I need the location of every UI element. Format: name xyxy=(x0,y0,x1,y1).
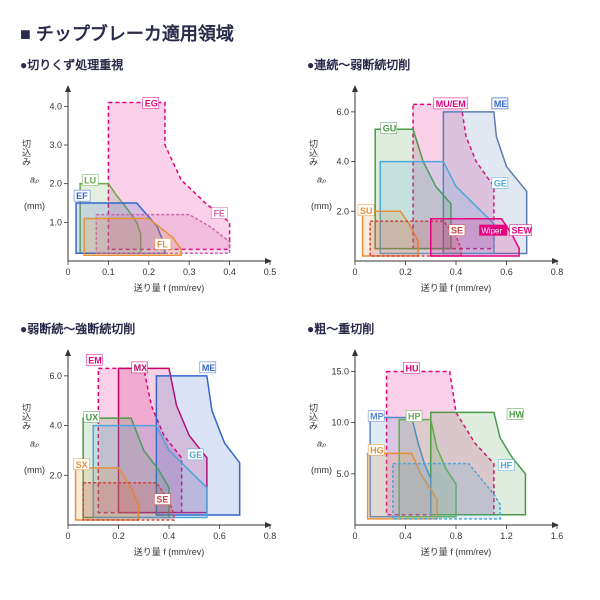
svg-text:6.0: 6.0 xyxy=(49,371,62,381)
region-label-GE: GE xyxy=(189,450,202,460)
chart-1: ●切りくず処理重視 EG LU EF FE FL 0 0.1 0.2 0.3 0.4 0.5 1.0 2… xyxy=(20,56,293,302)
main-title: ■ チップブレーカ適用領域 xyxy=(20,20,580,46)
region-label-HU: HU xyxy=(406,363,419,373)
svg-text:5.0: 5.0 xyxy=(336,469,349,479)
y-axis-label: 切込み xyxy=(308,403,318,430)
svg-text:1.0: 1.0 xyxy=(49,217,62,227)
region-label-UX: UX xyxy=(86,413,99,423)
svg-text:0: 0 xyxy=(352,267,357,277)
svg-text:0: 0 xyxy=(65,267,70,277)
svg-text:aₚ: aₚ xyxy=(317,439,326,449)
svg-text:(mm): (mm) xyxy=(24,201,45,211)
charts-grid: ●切りくず処理重視 EG LU EF FE FL 0 0.1 0.2 0.3 0.4 0.5 1.0 2… xyxy=(20,56,580,566)
x-axis-label: 送り量 f (mm/rev) xyxy=(421,282,492,293)
region-label-ME: ME xyxy=(202,363,216,373)
x-axis-label: 送り量 f (mm/rev) xyxy=(134,546,205,557)
region-label-SX: SX xyxy=(76,460,88,470)
region-label-GU: GU xyxy=(383,124,397,134)
region-label-MU/EM: MU/EM xyxy=(436,99,466,109)
chart-3-svg: EM MX ME UX GE SX SE 0 0.2 0.4 0.6 0.8 2.0 4.0 6.0 送り量 … xyxy=(20,341,280,561)
region-label-SEW: SEW xyxy=(512,226,533,236)
svg-text:0.2: 0.2 xyxy=(143,267,156,277)
svg-text:0: 0 xyxy=(352,531,357,541)
chart-2: ●連続～弱断続切削 MU/EM ME GU GE SU SE SEW Wiper 0 0.2 0.4… xyxy=(307,56,580,302)
region-label-LU: LU xyxy=(84,176,96,186)
region-label-FL: FL xyxy=(157,239,168,249)
region-SEW xyxy=(431,219,519,256)
y-axis-label: 切込み xyxy=(21,403,31,430)
svg-text:0.4: 0.4 xyxy=(399,531,412,541)
svg-text:0.4: 0.4 xyxy=(450,267,463,277)
svg-text:0.1: 0.1 xyxy=(102,267,115,277)
svg-text:0.2: 0.2 xyxy=(112,531,125,541)
region-label-EG: EG xyxy=(145,98,158,108)
svg-text:0.8: 0.8 xyxy=(264,531,277,541)
chart-3-subtitle: ●弱断続～強断続切削 xyxy=(20,320,293,337)
svg-text:0.4: 0.4 xyxy=(163,531,176,541)
svg-text:0.8: 0.8 xyxy=(551,267,564,277)
region-label-SE: SE xyxy=(451,226,463,236)
region-label-HG: HG xyxy=(370,445,384,455)
region-label-SE: SE xyxy=(156,495,168,505)
y-axis-label: 切込み xyxy=(308,139,318,166)
region-label-MP: MP xyxy=(370,412,384,422)
chart-4: ●粗～重切削 HU HW MP HP HG HF 0 0.4 0.8 1.2 1.6 5.0 10.0 1… xyxy=(307,320,580,566)
svg-text:ME: ME xyxy=(494,99,508,109)
svg-text:4.0: 4.0 xyxy=(49,421,62,431)
svg-text:Wiper: Wiper xyxy=(481,227,502,236)
svg-text:(mm): (mm) xyxy=(24,465,45,475)
svg-text:0.8: 0.8 xyxy=(450,531,463,541)
svg-text:0.4: 0.4 xyxy=(223,267,236,277)
svg-text:3.0: 3.0 xyxy=(49,140,62,150)
svg-text:0.2: 0.2 xyxy=(399,267,412,277)
chart-2-svg: MU/EM ME GU GE SU SE SEW Wiper 0 0.2 0.4 0.6 0.8 2.0 4… xyxy=(307,77,567,297)
x-axis-label: 送り量 f (mm/rev) xyxy=(134,282,205,293)
svg-text:0: 0 xyxy=(65,531,70,541)
svg-text:aₚ: aₚ xyxy=(317,175,326,185)
svg-text:15.0: 15.0 xyxy=(331,366,349,376)
region-label-EM: EM xyxy=(88,355,102,365)
chart-1-svg: EG LU EF FE FL 0 0.1 0.2 0.3 0.4 0.5 1.0 2.0 3.0 4.0 送り… xyxy=(20,77,280,297)
x-axis-label: 送り量 f (mm/rev) xyxy=(421,546,492,557)
svg-text:0.3: 0.3 xyxy=(183,267,196,277)
svg-text:4.0: 4.0 xyxy=(336,157,349,167)
svg-text:6.0: 6.0 xyxy=(336,107,349,117)
chart-4-svg: HU HW MP HP HG HF 0 0.4 0.8 1.2 1.6 5.0 10.0 15.0 送り量 … xyxy=(307,341,567,561)
region-label-HP: HP xyxy=(408,412,421,422)
region-label-HF: HF xyxy=(500,461,512,471)
svg-text:2.0: 2.0 xyxy=(336,206,349,216)
svg-text:10.0: 10.0 xyxy=(331,418,349,428)
svg-text:aₚ: aₚ xyxy=(30,439,39,449)
chart-3: ●弱断続～強断続切削 EM MX ME UX GE SX SE 0 0.2 0.4 0.6 0.8 2.… xyxy=(20,320,293,566)
svg-text:aₚ: aₚ xyxy=(30,175,39,185)
region-label-FE: FE xyxy=(213,209,225,219)
svg-text:0.5: 0.5 xyxy=(264,267,277,277)
y-axis-label: 切込み xyxy=(21,139,31,166)
svg-text:(mm): (mm) xyxy=(311,465,332,475)
svg-text:2.0: 2.0 xyxy=(49,470,62,480)
svg-text:0.6: 0.6 xyxy=(500,267,513,277)
region-label-MX: MX xyxy=(134,363,148,373)
svg-text:1.2: 1.2 xyxy=(500,531,513,541)
svg-text:(mm): (mm) xyxy=(311,201,332,211)
region-label-EF: EF xyxy=(76,191,88,201)
svg-text:1.6: 1.6 xyxy=(551,531,564,541)
svg-text:4.0: 4.0 xyxy=(49,101,62,111)
region-label-SU: SU xyxy=(360,206,373,216)
svg-text:0.6: 0.6 xyxy=(213,531,226,541)
region-label-GE: GE xyxy=(494,178,507,188)
chart-4-subtitle: ●粗～重切削 xyxy=(307,320,580,337)
svg-text:2.0: 2.0 xyxy=(49,179,62,189)
chart-2-subtitle: ●連続～弱断続切削 xyxy=(307,56,580,73)
chart-1-subtitle: ●切りくず処理重視 xyxy=(20,56,293,73)
region-label-HW: HW xyxy=(509,410,524,420)
